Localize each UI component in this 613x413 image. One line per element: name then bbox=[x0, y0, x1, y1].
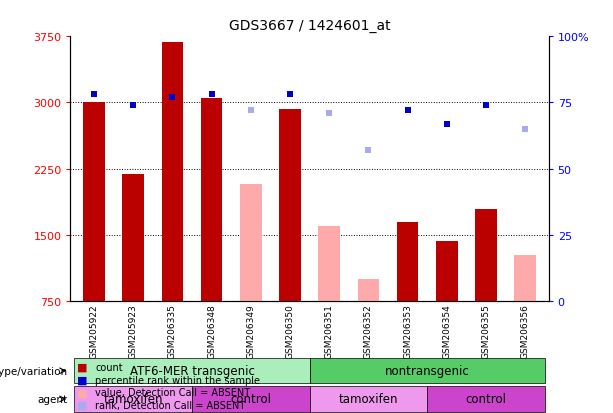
Text: percentile rank within the sample: percentile rank within the sample bbox=[95, 375, 260, 385]
Bar bbox=[162, 43, 183, 301]
Text: ■: ■ bbox=[77, 387, 87, 397]
Text: ■: ■ bbox=[77, 400, 87, 410]
Bar bbox=[310, 358, 545, 384]
Bar bbox=[427, 386, 545, 412]
Text: GSM206355: GSM206355 bbox=[481, 304, 490, 358]
Text: GSM205922: GSM205922 bbox=[89, 304, 99, 358]
Text: GSM206350: GSM206350 bbox=[286, 304, 294, 358]
Bar bbox=[192, 386, 310, 412]
Text: GSM205923: GSM205923 bbox=[129, 304, 138, 358]
Title: GDS3667 / 1424601_at: GDS3667 / 1424601_at bbox=[229, 19, 390, 33]
Text: GSM206348: GSM206348 bbox=[207, 304, 216, 358]
Bar bbox=[475, 209, 497, 301]
Text: rank, Detection Call = ABSENT: rank, Detection Call = ABSENT bbox=[95, 400, 245, 410]
Bar bbox=[310, 386, 427, 412]
Text: control: control bbox=[465, 392, 506, 406]
Bar bbox=[83, 102, 105, 301]
Text: ■: ■ bbox=[77, 375, 87, 385]
Text: ATF6-MER transgenic: ATF6-MER transgenic bbox=[129, 364, 254, 377]
Bar bbox=[318, 226, 340, 301]
Text: tamoxifen: tamoxifen bbox=[338, 392, 398, 406]
Text: genotype/variation: genotype/variation bbox=[0, 366, 67, 376]
Bar bbox=[240, 184, 262, 301]
Bar bbox=[201, 99, 223, 301]
Bar bbox=[357, 279, 379, 301]
Text: count: count bbox=[95, 362, 123, 372]
Text: ■: ■ bbox=[77, 362, 87, 372]
Bar bbox=[514, 255, 536, 301]
Bar bbox=[123, 174, 144, 301]
Text: GSM206356: GSM206356 bbox=[520, 304, 530, 358]
Text: GSM206354: GSM206354 bbox=[442, 304, 451, 358]
Bar bbox=[279, 109, 301, 301]
Text: GSM206353: GSM206353 bbox=[403, 304, 412, 358]
Text: GSM206335: GSM206335 bbox=[168, 304, 177, 358]
Text: GSM206352: GSM206352 bbox=[364, 304, 373, 358]
Text: nontransgenic: nontransgenic bbox=[385, 364, 470, 377]
Bar bbox=[74, 386, 192, 412]
Text: GSM206351: GSM206351 bbox=[325, 304, 333, 358]
Text: tamoxifen: tamoxifen bbox=[104, 392, 163, 406]
Bar bbox=[397, 223, 418, 301]
Bar bbox=[436, 241, 457, 301]
Text: control: control bbox=[230, 392, 272, 406]
Text: agent: agent bbox=[37, 394, 67, 404]
Text: GSM206349: GSM206349 bbox=[246, 304, 255, 358]
Text: value, Detection Call = ABSENT: value, Detection Call = ABSENT bbox=[95, 387, 250, 397]
Bar bbox=[74, 358, 310, 384]
